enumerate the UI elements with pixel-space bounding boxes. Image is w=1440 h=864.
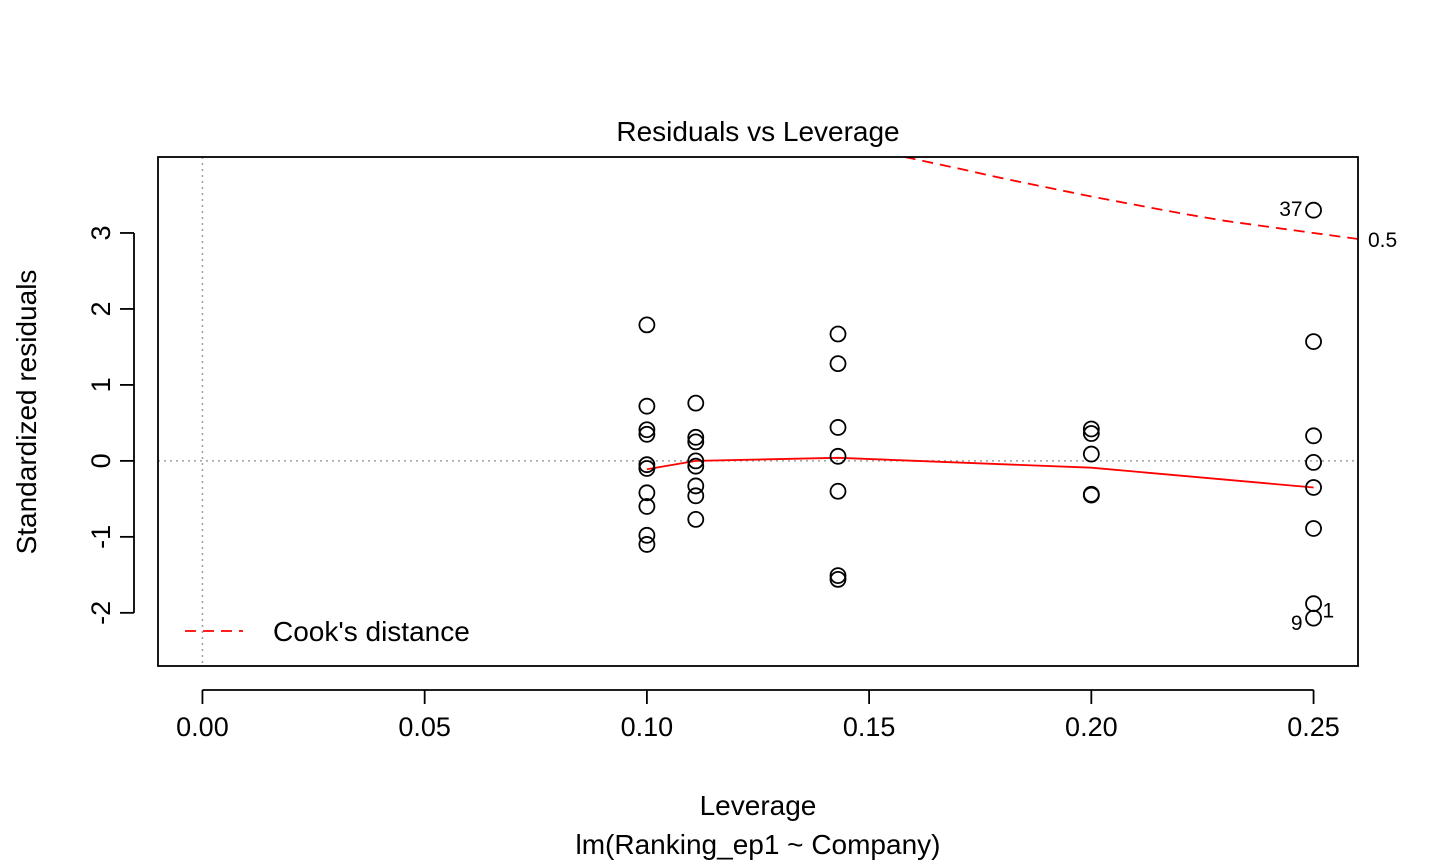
data-point — [638, 397, 656, 415]
data-point — [687, 457, 705, 475]
data-point — [829, 355, 847, 373]
data-point — [1082, 420, 1100, 438]
data-point — [829, 570, 847, 588]
y-tick-label: -1 — [86, 525, 116, 549]
data-point — [829, 447, 847, 465]
data-point — [687, 487, 705, 505]
data-point — [687, 394, 705, 412]
data-point — [1082, 425, 1100, 442]
y-tick-label: -2 — [86, 601, 116, 625]
x-tick-label: 0.10 — [621, 712, 674, 742]
chart-subtitle: lm(Ranking_ep1 ~ Company) — [576, 829, 941, 860]
point-label: 37 — [1279, 198, 1302, 221]
plot-frame — [157, 156, 1359, 667]
cooks-distance-contour — [904, 157, 1358, 240]
data-point — [687, 433, 705, 451]
point-label: 1 — [1323, 600, 1335, 623]
data-point — [829, 567, 847, 584]
cooks-level-label: 0.5 — [1368, 229, 1397, 252]
chart-title: Residuals vs Leverage — [616, 116, 899, 147]
loess-smooth-line — [646, 456, 1314, 489]
data-point — [638, 421, 656, 439]
y-tick-label: 1 — [86, 377, 116, 392]
data-point — [638, 425, 656, 443]
data-point — [687, 510, 705, 528]
x-axis-label: Leverage — [700, 790, 817, 821]
legend-label-cooks: Cook's distance — [273, 616, 470, 647]
data-point — [638, 484, 656, 502]
data-point — [1082, 486, 1100, 504]
data-point — [1082, 445, 1100, 463]
x-tick-label: 0.15 — [843, 712, 896, 742]
data-point — [638, 498, 656, 515]
point-label: 9 — [1291, 612, 1303, 635]
x-tick-label: 0.25 — [1287, 712, 1340, 742]
data-point — [1305, 333, 1322, 351]
data-point — [1305, 479, 1322, 496]
data-point — [829, 419, 847, 436]
x-tick-label: 0.20 — [1065, 712, 1118, 742]
data-point — [1305, 595, 1322, 613]
data-point — [1305, 201, 1322, 219]
data-point — [638, 460, 656, 477]
data-point — [638, 456, 656, 474]
data-point — [638, 536, 656, 553]
data-point — [829, 325, 847, 343]
y-axis-label: Standardized residuals — [11, 270, 42, 555]
y-tick-label: 3 — [86, 225, 116, 240]
data-point — [687, 477, 705, 495]
data-point — [1305, 520, 1322, 537]
y-tick-label: 0 — [86, 453, 116, 468]
data-point — [1305, 609, 1322, 627]
data-point — [638, 316, 656, 334]
y-tick-label: 2 — [86, 301, 116, 316]
x-tick-label: 0.00 — [176, 712, 229, 742]
data-point — [687, 428, 705, 446]
x-tick-label: 0.05 — [398, 712, 451, 742]
data-point — [687, 452, 705, 470]
data-point — [638, 526, 656, 544]
data-point — [1305, 427, 1322, 445]
data-point — [829, 482, 847, 500]
data-point — [1305, 453, 1322, 471]
